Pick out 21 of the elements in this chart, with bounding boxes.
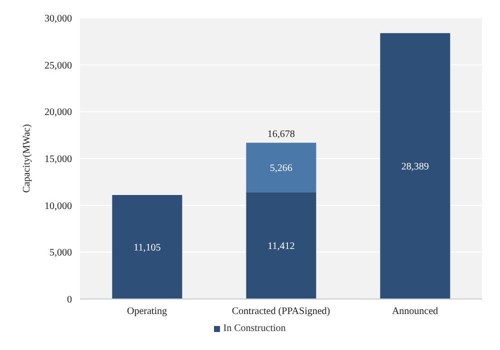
- total-label: 16,678: [267, 128, 295, 140]
- y-tick-label: 5,000: [50, 248, 72, 259]
- y-tick-label: 10,000: [44, 200, 72, 212]
- data-label: 11,105: [134, 242, 161, 254]
- data-label: 5,266: [270, 162, 292, 174]
- data-label: 28,389: [401, 162, 429, 173]
- y-axis-title: Capacity(MWac): [22, 124, 33, 193]
- y-tick-label: 25,000: [44, 60, 72, 72]
- bar: [112, 194, 182, 299]
- bar: [246, 192, 316, 299]
- y-tick-label: 0: [67, 294, 72, 306]
- y-tick-label: 20,000: [44, 107, 72, 118]
- x-tick-label: Announced: [392, 306, 438, 318]
- legend-label: In Construction: [222, 323, 286, 334]
- x-tick-label: Contracted (PPASigned): [232, 306, 330, 318]
- y-tick-label: 30,000: [44, 14, 72, 25]
- bar: [380, 33, 450, 299]
- x-tick-label: Operating: [127, 306, 167, 318]
- data-label: 11,412: [268, 241, 295, 252]
- y-tick-label: 15,000: [44, 154, 72, 166]
- bar: [246, 142, 316, 192]
